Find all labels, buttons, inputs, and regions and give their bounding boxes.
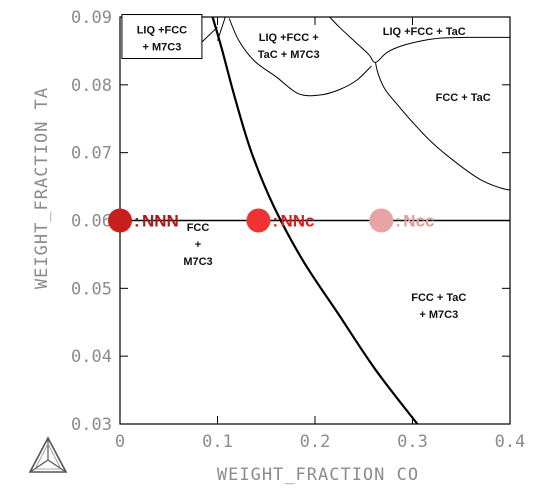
y-tick-label: 0.05 <box>71 279 112 299</box>
x-axis: 0 0.1 0.2 0.3 0.4 <box>115 17 525 452</box>
x-tick-label: 0.1 <box>202 432 233 452</box>
y-tick-label: 0.04 <box>71 347 112 367</box>
region-label-line: TaC + M7C3 <box>258 49 320 61</box>
region-label: LIQ +FCC + M7C3 <box>121 14 203 60</box>
region-label-line: FCC <box>187 222 210 234</box>
marker-NNN: : NNN <box>108 208 179 233</box>
y-axis: 0.03 0.04 0.05 0.06 0.07 0.08 0.09 <box>71 8 510 435</box>
marker-colon: : <box>134 212 140 231</box>
region-label-line: + <box>195 239 201 251</box>
marker-dot <box>246 208 271 233</box>
y-axis-title: WEIGHT_FRACTION TA <box>32 87 52 289</box>
marker-Ncc: : Ncc <box>369 208 434 233</box>
marker-label: NNN <box>142 212 179 231</box>
region-label-pointer <box>201 26 218 43</box>
y-tick-label: 0.07 <box>71 144 112 164</box>
boundary-liq-fcc-m7c3 <box>228 18 372 97</box>
phase-boundaries <box>211 17 510 424</box>
region-label-line: + M7C3 <box>143 42 182 54</box>
region-label-line: LIQ +FCC + TaC <box>383 26 466 38</box>
boundary-main <box>211 17 419 424</box>
region-label-line: LIQ +FCC <box>137 25 187 37</box>
markers: : NNN: NNc: Ncc <box>108 208 434 233</box>
region-label: FCC + TaC <box>436 92 491 104</box>
y-tick-label: 0.08 <box>71 76 112 96</box>
marker-NNc: : NNc <box>246 208 314 233</box>
marker-label: Ncc <box>403 212 434 231</box>
region-label-line: FCC + TaC <box>411 292 466 304</box>
marker-dot <box>369 208 394 233</box>
x-tick-label: 0 <box>115 432 125 452</box>
y-tick-label: 0.03 <box>71 415 112 435</box>
y-tick-label: 0.09 <box>71 8 112 28</box>
region-label-line: LIQ +FCC + <box>259 32 319 44</box>
x-tick-label: 0.2 <box>300 432 331 452</box>
x-tick-label: 0.4 <box>495 432 526 452</box>
region-label: FCC + TaC + M7C3 <box>411 292 466 321</box>
region-label-line: + M7C3 <box>419 309 458 321</box>
region-label-line: FCC + TaC <box>436 92 491 104</box>
boundary-liq-left <box>217 17 226 41</box>
x-axis-title: WEIGHT_FRACTION CO <box>217 465 419 485</box>
region-label: FCC + M7C3 <box>183 222 212 268</box>
marker-colon: : <box>272 212 278 231</box>
x-tick-label: 0.3 <box>397 432 428 452</box>
boundary-fcc-tac <box>375 62 510 191</box>
marker-dot <box>108 208 132 233</box>
region-label-box <box>121 14 203 60</box>
region-label: LIQ +FCC + TaC + M7C3 <box>258 32 320 61</box>
region-label-line: M7C3 <box>183 256 212 268</box>
marker-label: NNc <box>280 212 314 231</box>
y-tick-label: 0.06 <box>71 212 112 232</box>
triangle-logo-icon <box>28 436 68 473</box>
marker-colon: : <box>395 212 401 231</box>
boundary-liq-tac <box>329 17 510 63</box>
region-label: LIQ +FCC + TaC <box>383 26 466 38</box>
